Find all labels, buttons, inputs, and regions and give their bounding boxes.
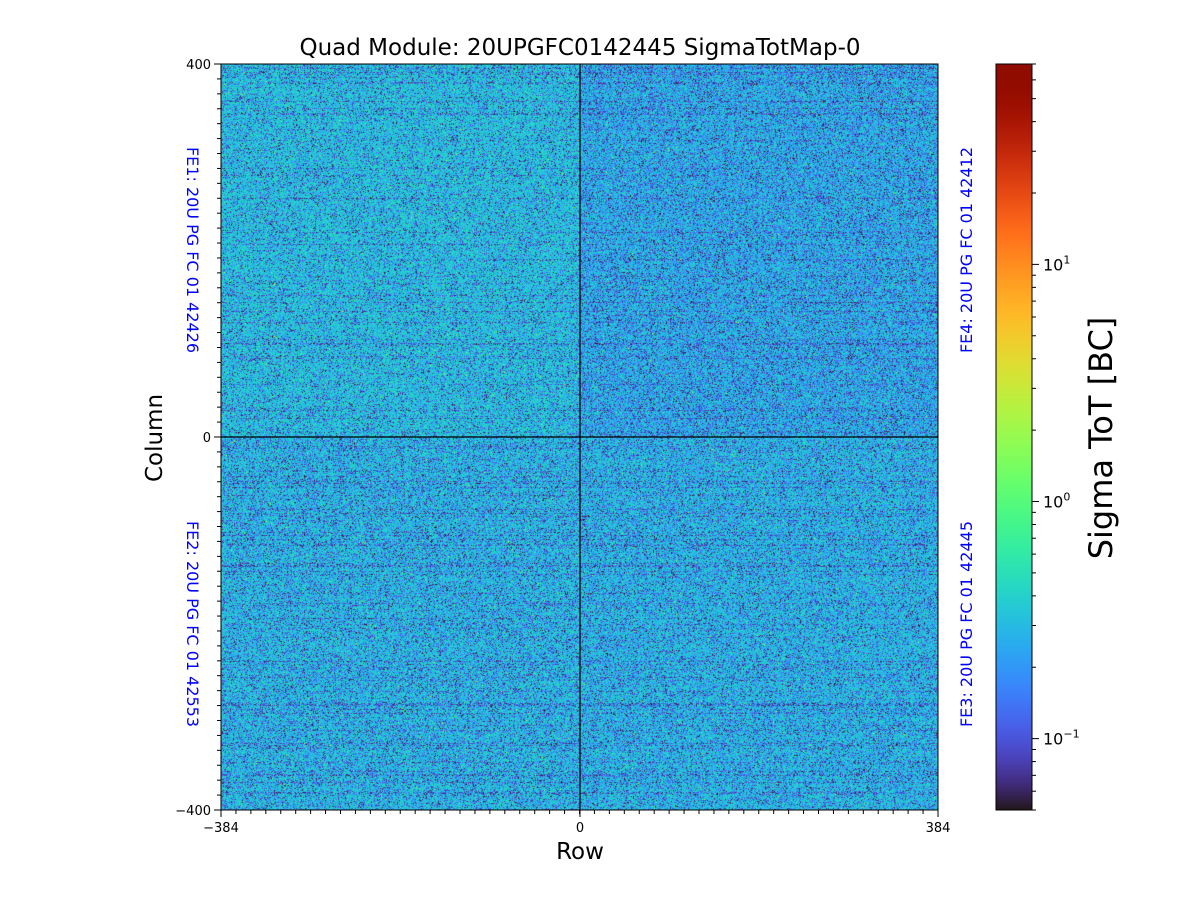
y-tick-label-min: −400	[175, 804, 211, 819]
colorbar-tick-label-0-1: 10−1	[1043, 728, 1080, 749]
y-axis-label: Column	[142, 394, 168, 482]
chip-label-fe1: FE1: 20U PG FC 01 42426	[183, 147, 202, 353]
chip-label-fe3: FE3: 20U PG FC 01 42445	[957, 521, 976, 727]
chip-label-fe2: FE2: 20U PG FC 01 42553	[183, 521, 202, 727]
y-tick-label-max: 400	[186, 58, 211, 73]
colorbar-gradient	[996, 64, 1032, 810]
colorbar-label: Sigma ToT [BC]	[1082, 317, 1120, 560]
x-tick-label-max: 384	[926, 821, 951, 836]
y-tick-label-zero: 0	[203, 431, 211, 446]
x-tick-label-zero: 0	[576, 821, 584, 836]
colorbar-tick-label-10: 101	[1043, 253, 1070, 274]
colorbar-frame	[995, 63, 1033, 811]
colorbar-minor-ticks	[1032, 63, 1036, 811]
x-tick-label-min: −384	[203, 821, 239, 836]
chart-title: Quad Module: 20UPGFC0142445 SigmaTotMap-…	[300, 35, 861, 61]
chip-label-fe4: FE4: 20U PG FC 01 42412	[957, 147, 976, 353]
x-axis-label: Row	[556, 839, 604, 865]
colorbar-tick-label-1: 100	[1043, 491, 1070, 512]
x-axis-minor-ticks	[220, 810, 939, 814]
